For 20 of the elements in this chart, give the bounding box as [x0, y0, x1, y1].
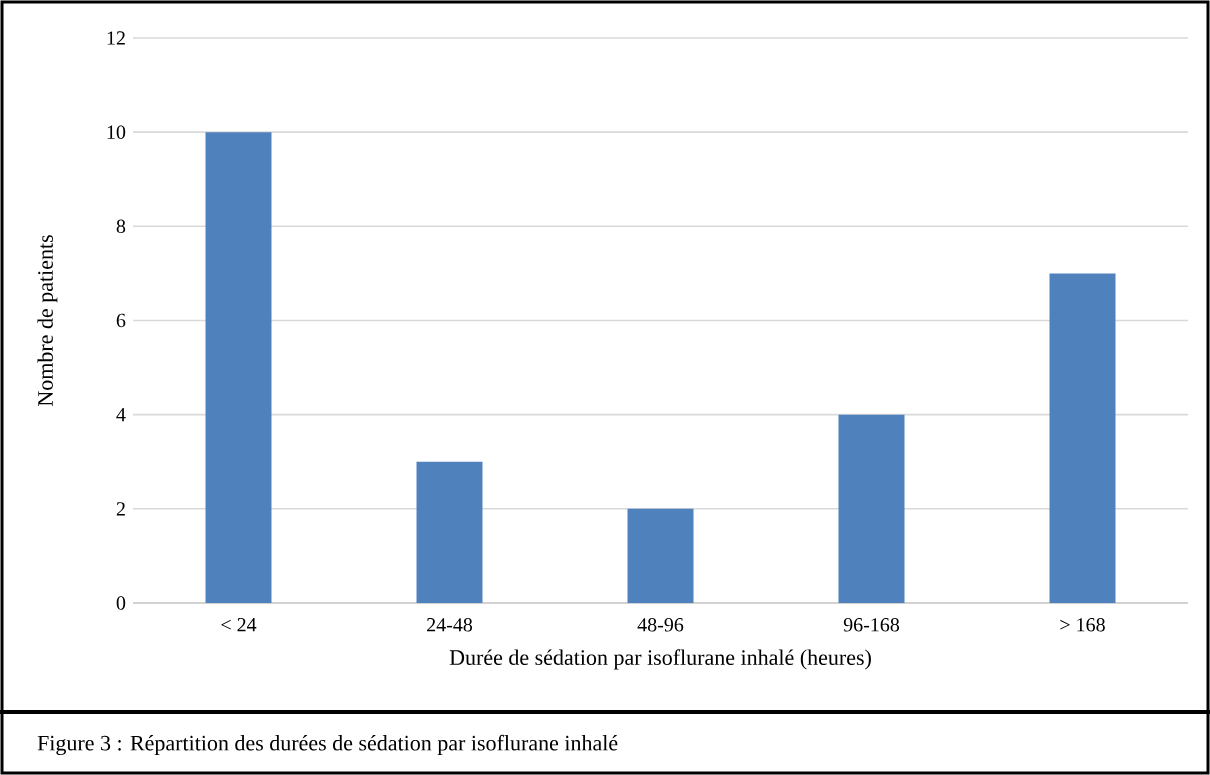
y-tick-label: 8 [116, 219, 126, 234]
caption: Figure 3 : Répartition des durées de sédation par isoflurane inhalé [37, 734, 618, 756]
y-tick-label: 6 [116, 313, 126, 328]
x-tick-label: < 24 [221, 618, 257, 632]
bar [627, 508, 694, 603]
bar [205, 132, 272, 603]
bar [1049, 273, 1116, 603]
bar [838, 414, 905, 603]
y-tick-label: 12 [107, 31, 125, 45]
y-axis-title: Nombre de patients [37, 235, 58, 406]
x-tick-label: 96-168 [843, 618, 900, 632]
y-tick-label: 0 [116, 596, 126, 610]
y-tick-label: 2 [116, 502, 125, 516]
y-tick-label: 10 [107, 125, 126, 139]
x-axis-title: Durée de sédation par isoflurane inhalé (heures) [449, 649, 871, 670]
x-tick-label: 24-48 [427, 618, 473, 632]
y-tick-label: 4 [116, 408, 126, 422]
x-tick-label: > 168 [1060, 618, 1105, 632]
x-tick-label: 48-96 [637, 618, 684, 632]
bar [416, 461, 483, 603]
